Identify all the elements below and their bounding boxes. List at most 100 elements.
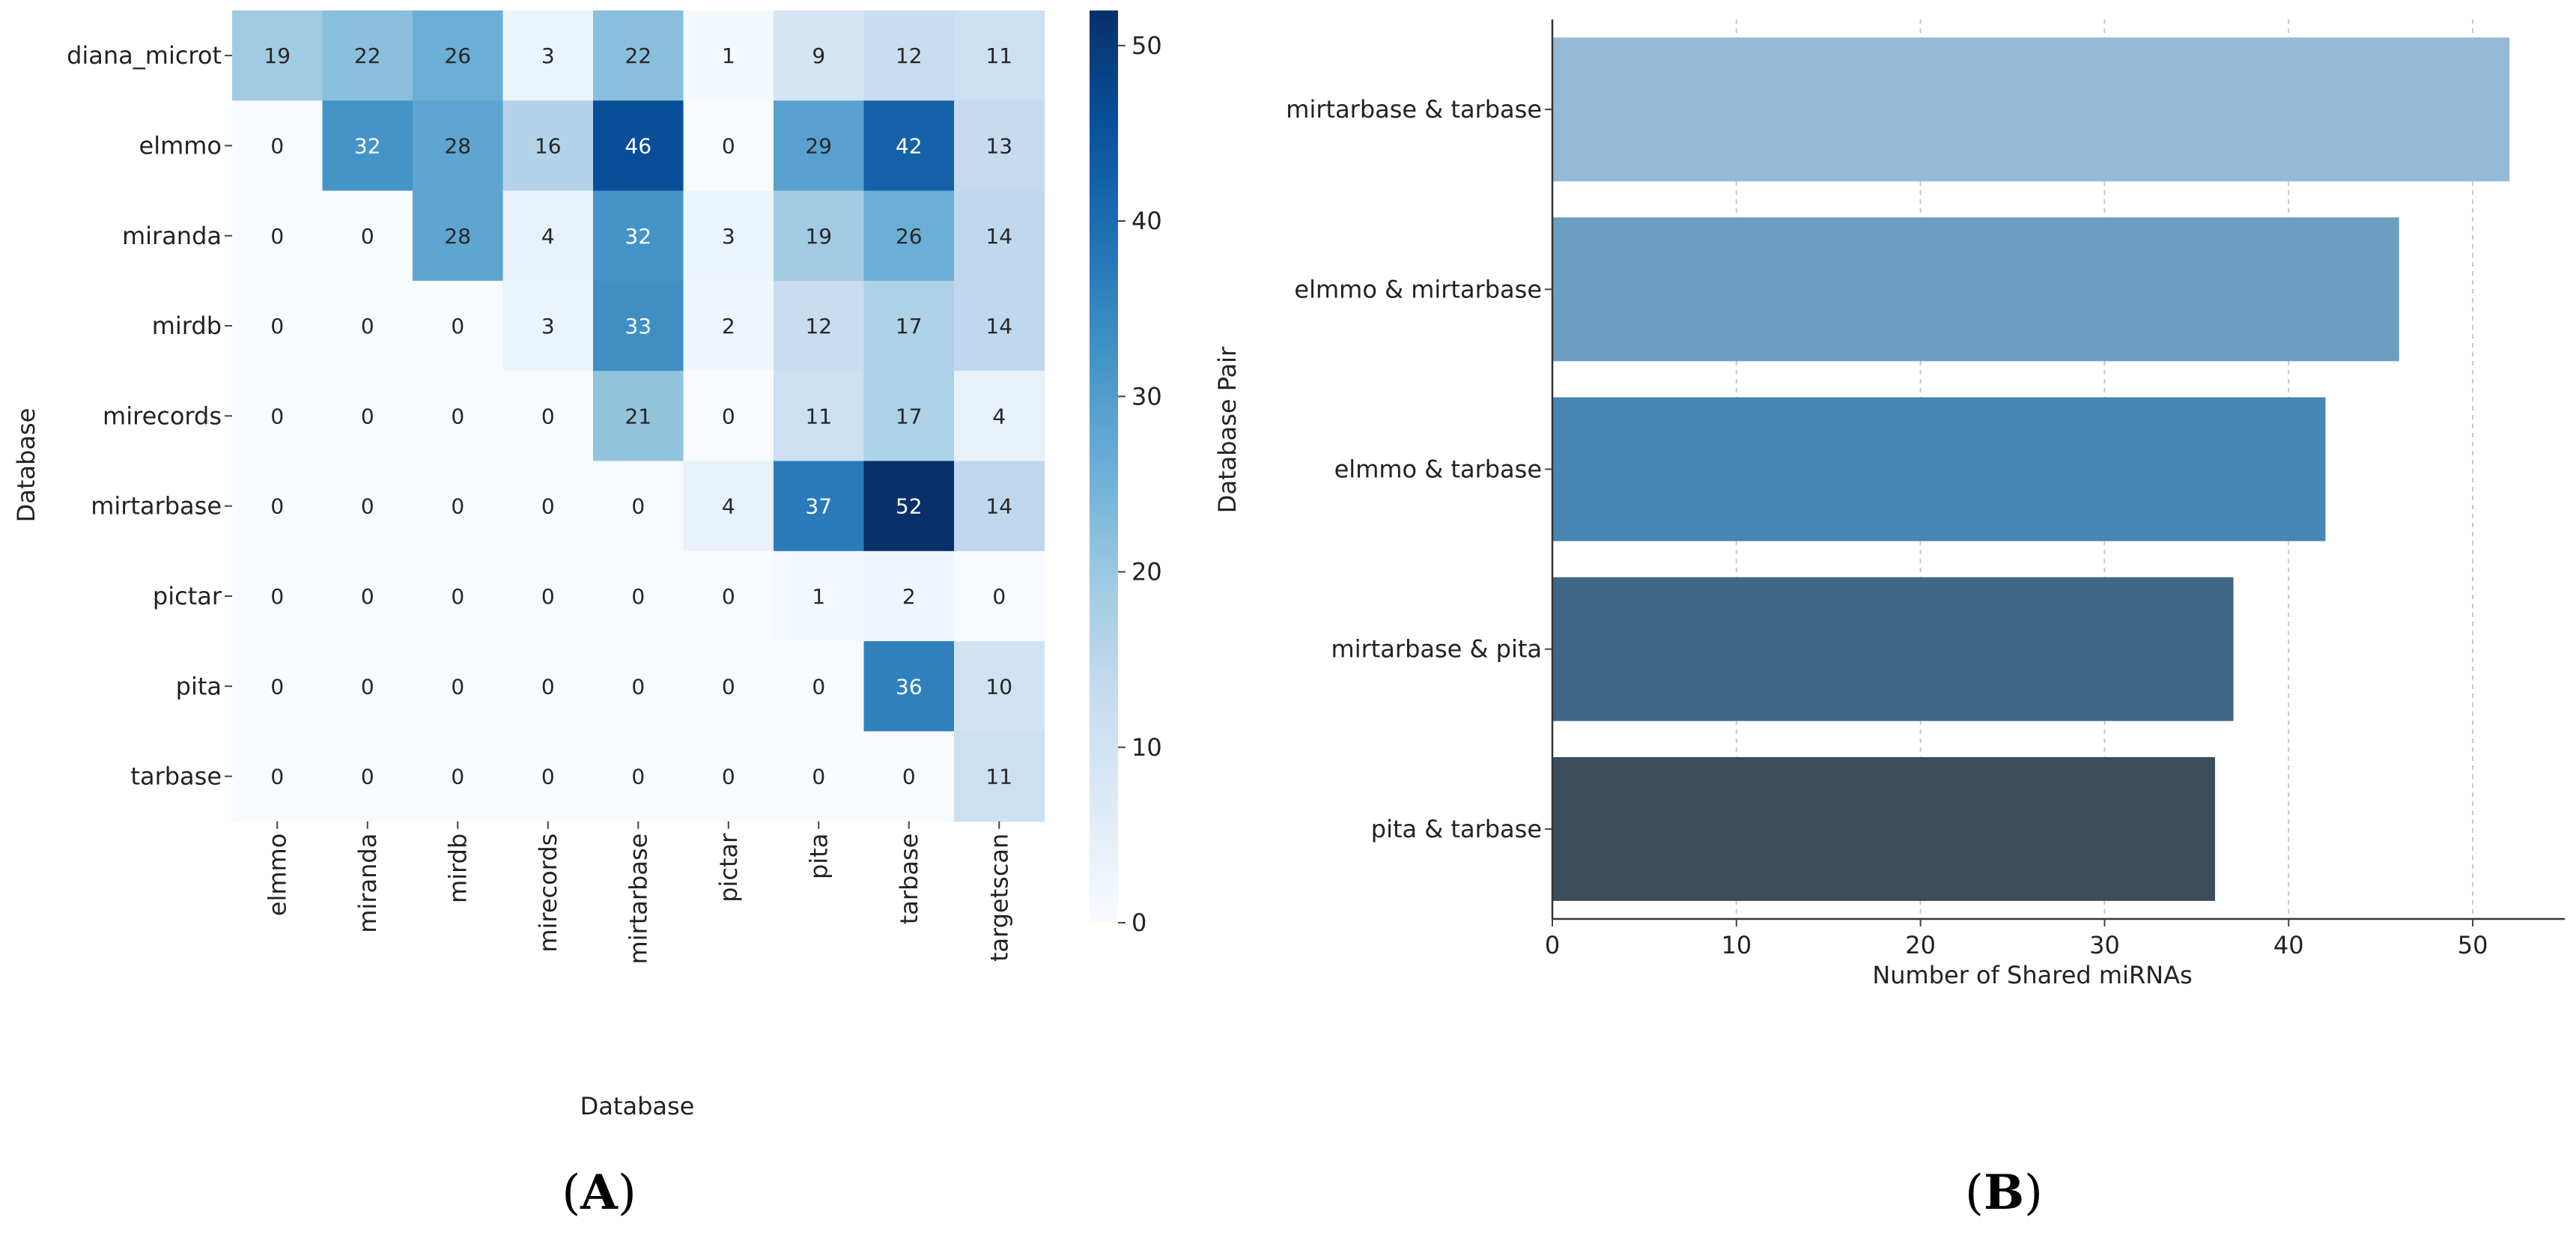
bar-x-tick-label: 50 <box>2458 931 2488 959</box>
heatmap-cell <box>774 731 865 822</box>
bar <box>1552 217 2399 362</box>
heatmap-cell <box>863 100 955 192</box>
bar-series <box>1552 37 2510 901</box>
heatmap-cell <box>322 731 413 822</box>
heatmap-cell-label: 0 <box>451 404 464 428</box>
bar-category-label: mirtarbase & pita <box>1331 635 1542 664</box>
heatmap-cell-label: 14 <box>985 224 1012 249</box>
heatmap-cell-label: 11 <box>985 43 1012 68</box>
heatmap-cell <box>774 100 865 192</box>
bar-x-tick-label: 40 <box>2273 931 2304 959</box>
heatmap-cell-label: 1 <box>812 584 825 609</box>
heatmap-cell-label: 2 <box>722 314 735 339</box>
heatmap-cell <box>954 190 1045 282</box>
heatmap-cell-label: 0 <box>722 404 735 428</box>
heatmap-cell-label: 0 <box>722 674 735 699</box>
heatmap-cell-label: 0 <box>451 765 464 789</box>
heatmap-row-label: elmmo <box>139 131 222 160</box>
heatmap-cell-label: 28 <box>444 133 471 158</box>
heatmap-column-label: pictar <box>714 833 743 902</box>
heatmap-cell-label: 52 <box>896 494 923 519</box>
heatmap-cell-label: 0 <box>270 494 284 519</box>
heatmap-cell <box>322 641 413 732</box>
heatmap-column-label: tarbase <box>895 834 923 925</box>
heatmap-cell <box>954 371 1045 462</box>
heatmap-cell <box>863 280 955 371</box>
heatmap-cell <box>322 550 413 642</box>
heatmap-column-label: miranda <box>353 834 382 933</box>
heatmap-cell <box>683 461 774 552</box>
bar-x-tick-label: 10 <box>1721 931 1752 959</box>
heatmap-cell-label: 0 <box>992 584 1006 609</box>
heatmap-cell-label: 0 <box>541 674 555 699</box>
heatmap-cell-label: 33 <box>625 314 651 339</box>
bar-category-label: elmmo & mirtarbase <box>1294 275 1542 303</box>
heatmap-cell <box>413 190 504 282</box>
bar-x-tick-label: 20 <box>1905 931 1936 959</box>
heatmap-cell <box>502 461 594 552</box>
heatmap-cell-label: 9 <box>812 43 825 68</box>
heatmap-row-label: pita <box>176 672 222 700</box>
heatmap-cells: 19 22 26 3 22 1 9 12 110 32 28 16 46 0 29 42 130 0 28 4 32 3 1… <box>232 10 1045 822</box>
bar-category-label: elmmo & tarbase <box>1334 455 1542 484</box>
heatmap-cell-label: 11 <box>985 765 1012 789</box>
heatmap-cell <box>232 641 323 732</box>
heatmap-cell <box>413 461 504 552</box>
heatmap-cell <box>502 371 594 462</box>
heatmap-cell <box>232 461 323 552</box>
colorbar-tick-label: 10 <box>1131 733 1162 762</box>
heatmap-cell <box>502 100 594 192</box>
heatmap-cell <box>232 371 323 462</box>
panel-a-label: (A) <box>562 1165 637 1221</box>
bar-x-ticks: 0 10 20 30 40 50 <box>1545 919 2488 959</box>
heatmap-cell-label: 37 <box>805 494 832 519</box>
heatmap-cell <box>593 371 684 462</box>
heatmap-cell <box>502 190 594 282</box>
heatmap-cell <box>593 731 684 822</box>
heatmap-cell <box>232 731 323 822</box>
bar-x-tick-label: 0 <box>1545 931 1560 959</box>
colorbar-tick-label: 50 <box>1131 31 1162 60</box>
heatmap-cell <box>593 190 684 282</box>
heatmap-cell-label: 0 <box>270 674 284 699</box>
heatmap-cell <box>232 550 323 642</box>
heatmap-cell-label: 42 <box>896 133 923 158</box>
heatmap-row-label: mirdb <box>152 312 222 340</box>
heatmap-cell-label: 12 <box>896 43 923 68</box>
heatmap-cell <box>322 10 413 101</box>
heatmap-cell-label: 13 <box>985 133 1012 158</box>
heatmap-cell-label: 36 <box>896 674 923 699</box>
heatmap-cell-label: 0 <box>270 224 284 249</box>
heatmap-cell <box>683 371 774 462</box>
heatmap-cell-label: 0 <box>722 584 735 609</box>
heatmap-y-axis-label: Database <box>12 408 40 523</box>
heatmap-row-label: mirecords <box>103 401 222 430</box>
heatmap-cell-label: 0 <box>361 584 374 609</box>
bar-x-axis-label: Number of Shared miRNAs <box>1872 961 2192 989</box>
colorbar-tick-label: 0 <box>1131 908 1146 937</box>
heatmap-cell-label: 0 <box>270 133 284 158</box>
heatmap-cell <box>413 371 504 462</box>
heatmap-cell-label: 0 <box>361 314 374 339</box>
panel-b-bar-chart: mirtarbase & tarbase elmmo & mirtarbase el… <box>1213 19 2565 1221</box>
heatmap-colorbar: 0 10 20 30 40 50 <box>1090 10 1162 937</box>
heatmap-cell-label: 22 <box>354 43 381 68</box>
heatmap-cell-label: 46 <box>625 133 651 158</box>
heatmap-cell <box>502 550 594 642</box>
heatmap-cell <box>774 280 865 371</box>
bar <box>1552 577 2234 721</box>
heatmap-cell-label: 0 <box>541 404 555 428</box>
heatmap-cell <box>774 461 865 552</box>
heatmap-cell <box>863 641 955 732</box>
heatmap-cell-label: 17 <box>896 314 923 339</box>
panel-a-heatmap: 19 22 26 3 22 1 9 12 110 32 28 16 46 0 29 42 130 0 28 4 32 3 1… <box>12 10 1162 1221</box>
heatmap-cell-label: 16 <box>535 133 562 158</box>
heatmap-column-label: targetscan <box>985 834 1013 962</box>
heatmap-cell <box>232 190 323 282</box>
heatmap-cell-label: 0 <box>541 494 555 519</box>
heatmap-cell-label: 4 <box>722 494 735 519</box>
heatmap-cell <box>683 100 774 192</box>
heatmap-cell <box>322 280 413 371</box>
heatmap-cell-label: 0 <box>361 674 374 699</box>
